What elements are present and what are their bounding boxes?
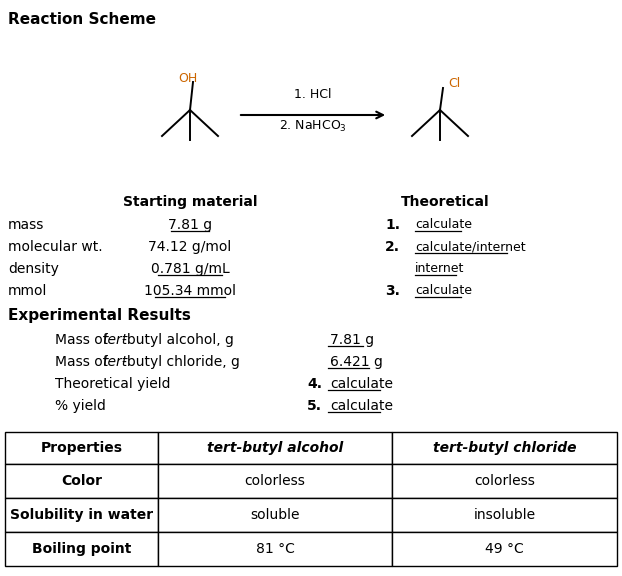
Text: 5.: 5. [307,399,322,413]
Text: OH: OH [179,72,198,85]
Bar [5,432,158,464]
Bar [158,464,392,498]
Text: tert-butyl alcohol: tert-butyl alcohol [207,441,343,455]
Text: tert: tert [102,333,127,347]
Text: Color: Color [61,474,102,488]
Text: -butyl chloride, g: -butyl chloride, g [122,355,240,369]
Text: 7.81 g: 7.81 g [330,333,374,347]
Text: calculate: calculate [330,377,393,391]
Text: % yield: % yield [55,399,106,413]
Bar [392,498,617,532]
Text: 2.: 2. [385,240,400,254]
Text: Starting material: Starting material [123,195,258,209]
Bar [158,532,392,566]
Text: 105.34 mmol: 105.34 mmol [144,284,236,298]
Text: 2. NaHCO$_3$: 2. NaHCO$_3$ [279,119,347,134]
Text: tert-butyl chloride: tert-butyl chloride [433,441,576,455]
Text: soluble: soluble [250,508,300,522]
Text: internet: internet [415,262,465,275]
Text: Cl: Cl [448,77,460,90]
Bar [5,464,158,498]
Bar [392,464,617,498]
Text: Theoretical: Theoretical [401,195,490,209]
Text: 0.781 g/mL: 0.781 g/mL [151,262,230,276]
Text: 6.421 g: 6.421 g [330,355,383,369]
Text: 1.: 1. [385,218,400,232]
Bar [158,498,392,532]
Text: Boiling point: Boiling point [32,542,131,556]
Text: 3.: 3. [385,284,400,298]
Text: Properties: Properties [40,441,123,455]
Bar [392,532,617,566]
Text: 7.81 g: 7.81 g [168,218,212,232]
Text: 74.12 g/mol: 74.12 g/mol [149,240,231,254]
Text: colorless: colorless [244,474,305,488]
Bar [5,498,158,532]
Text: Theoretical yield: Theoretical yield [55,377,170,391]
Text: tert: tert [102,355,127,369]
Text: colorless: colorless [474,474,535,488]
Text: 81 °C: 81 °C [256,542,294,556]
Text: Mass of: Mass of [55,333,112,347]
Text: mass: mass [8,218,44,232]
Text: Solubility in water: Solubility in water [10,508,153,522]
Text: Reaction Scheme: Reaction Scheme [8,12,156,27]
Text: molecular wt.: molecular wt. [8,240,103,254]
Text: insoluble: insoluble [473,508,536,522]
Text: calculate: calculate [330,399,393,413]
Text: calculate: calculate [415,218,472,231]
Bar [158,432,392,464]
Text: -butyl alcohol, g: -butyl alcohol, g [122,333,234,347]
Text: 1. HCl: 1. HCl [294,88,332,101]
Text: calculate/internet: calculate/internet [415,240,526,253]
Bar [5,532,158,566]
Text: mmol: mmol [8,284,47,298]
Text: calculate: calculate [415,284,472,297]
Text: 4.: 4. [307,377,322,391]
Text: 49 °C: 49 °C [485,542,524,556]
Bar [392,432,617,464]
Text: Experimental Results: Experimental Results [8,308,191,323]
Text: density: density [8,262,59,276]
Text: Mass of: Mass of [55,355,112,369]
